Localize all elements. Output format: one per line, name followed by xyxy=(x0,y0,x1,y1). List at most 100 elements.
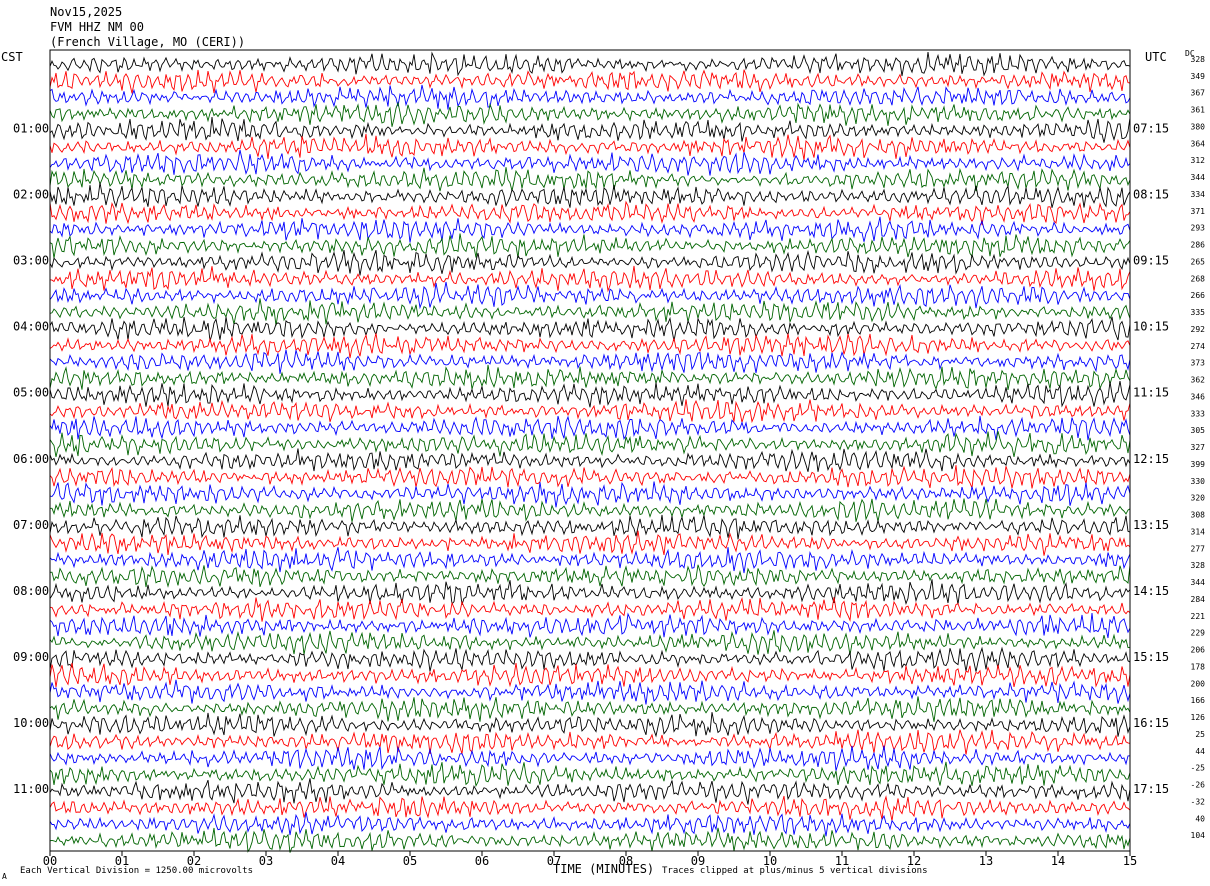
dc-offset-value: 178 xyxy=(1191,662,1206,671)
dc-offset-value: 333 xyxy=(1191,409,1206,418)
dc-offset-value: 328 xyxy=(1191,55,1206,64)
dc-offset-value: 344 xyxy=(1191,173,1206,182)
left-hour-label: 06:00 xyxy=(13,452,49,466)
dc-offset-value: 221 xyxy=(1191,612,1206,621)
seismic-trace xyxy=(49,729,1131,755)
seismic-trace xyxy=(49,233,1131,259)
seismic-trace xyxy=(49,712,1131,738)
seismic-trace xyxy=(49,778,1131,805)
seismic-trace xyxy=(49,761,1131,788)
seismic-trace xyxy=(49,381,1131,408)
left-hour-label: 10:00 xyxy=(13,716,49,730)
right-hour-label: 14:15 xyxy=(1133,584,1169,598)
left-timezone-label: CST xyxy=(1,50,23,64)
right-hour-label: 12:15 xyxy=(1133,452,1169,466)
dc-offset-value: 166 xyxy=(1191,696,1206,705)
dc-offset-value: 346 xyxy=(1191,392,1206,401)
seismic-trace xyxy=(49,514,1131,540)
seismic-trace xyxy=(49,216,1131,243)
dc-offset-value: -26 xyxy=(1191,781,1206,790)
dc-offset-value: 349 xyxy=(1191,72,1206,81)
dc-offset-value: 371 xyxy=(1191,207,1206,216)
dc-offset-value: 277 xyxy=(1191,544,1206,553)
x-tick-label: 04 xyxy=(331,854,345,868)
dc-offset-value: 200 xyxy=(1191,679,1206,688)
dc-offset-value: -32 xyxy=(1191,797,1206,806)
dc-offset-value: 380 xyxy=(1191,122,1206,131)
dc-offset-value: 229 xyxy=(1191,629,1206,638)
seismic-trace xyxy=(49,333,1131,359)
dc-offset-value: 40 xyxy=(1195,814,1205,823)
station-location: (French Village, MO (CERI)) xyxy=(50,35,246,49)
seismic-trace xyxy=(49,564,1131,588)
dc-offset-value: 308 xyxy=(1191,511,1206,520)
seismic-trace xyxy=(49,465,1131,489)
seismic-trace xyxy=(49,84,1131,110)
dc-offset-value: 328 xyxy=(1191,561,1206,570)
dc-offset-value: 126 xyxy=(1191,713,1206,722)
dc-offset-value: 367 xyxy=(1191,89,1206,98)
dc-offset-value: 373 xyxy=(1191,359,1206,368)
scale-note: Each Vertical Division = 1250.00 microvo… xyxy=(20,866,253,876)
seismic-trace xyxy=(49,679,1131,705)
seismic-trace xyxy=(49,133,1131,161)
right-hour-label: 16:15 xyxy=(1133,716,1169,730)
dc-offset-value: 314 xyxy=(1191,527,1206,536)
seismic-trace xyxy=(49,431,1131,457)
x-tick-label: 03 xyxy=(259,854,273,868)
seismic-trace xyxy=(49,182,1131,209)
seismic-trace xyxy=(49,448,1131,472)
seismic-trace xyxy=(49,597,1131,622)
left-hour-label: 05:00 xyxy=(13,386,49,400)
dc-offset-value: 327 xyxy=(1191,443,1206,452)
dc-offset-value: 305 xyxy=(1191,426,1206,435)
seismic-trace xyxy=(49,696,1131,722)
x-tick-label: 15 xyxy=(1123,854,1137,868)
seismic-trace xyxy=(49,415,1131,441)
seismic-trace xyxy=(49,547,1131,574)
seismic-trace xyxy=(49,51,1131,77)
dc-offset-value: 104 xyxy=(1191,831,1206,840)
helicorder-date: Nov15,2025 xyxy=(50,5,123,19)
dc-offset-value: 320 xyxy=(1191,494,1206,503)
seismic-trace xyxy=(49,316,1131,342)
x-tick-label: 00 xyxy=(43,854,57,868)
seismic-trace xyxy=(49,200,1131,226)
seismic-trace xyxy=(49,281,1131,310)
right-timezone-label: UTC xyxy=(1145,50,1167,64)
dc-offset-value: 286 xyxy=(1191,241,1206,250)
right-hour-label: 07:15 xyxy=(1133,121,1169,135)
seismic-trace xyxy=(49,349,1131,374)
x-tick-label: 14 xyxy=(1051,854,1065,868)
seismic-trace xyxy=(49,249,1131,276)
dc-offset-value: 292 xyxy=(1191,325,1206,334)
dc-offset-value: 364 xyxy=(1191,139,1206,148)
seismic-trace xyxy=(49,265,1131,293)
dc-offset-value: 361 xyxy=(1191,106,1206,115)
x-tick-label: 10 xyxy=(763,854,777,868)
dc-offset-value: 266 xyxy=(1191,291,1206,300)
seismic-trace xyxy=(49,827,1131,853)
seismic-trace xyxy=(49,167,1131,192)
seismic-trace xyxy=(49,530,1131,556)
seismic-trace xyxy=(49,399,1131,424)
left-hour-label: 03:00 xyxy=(13,254,49,268)
x-tick-label: 09 xyxy=(691,854,705,868)
seismic-trace xyxy=(49,612,1131,639)
dc-offset-value: 330 xyxy=(1191,477,1206,486)
left-hour-label: 07:00 xyxy=(13,518,49,532)
dc-offset-value: 334 xyxy=(1191,190,1206,199)
seismic-trace xyxy=(50,498,1131,522)
dc-offset-value: -25 xyxy=(1191,764,1206,773)
left-hour-label: 01:00 xyxy=(13,121,49,135)
seismic-trace xyxy=(49,745,1131,771)
seismic-trace xyxy=(49,298,1131,326)
corner-mark: A xyxy=(2,872,7,881)
dc-offset-value: 312 xyxy=(1191,156,1206,165)
x-tick-label: 11 xyxy=(835,854,849,868)
seismic-trace xyxy=(49,630,1130,656)
seismic-trace xyxy=(49,795,1131,821)
x-tick-label: 01 xyxy=(115,854,129,868)
dc-offset-value: 44 xyxy=(1195,747,1205,756)
x-tick-label: 12 xyxy=(907,854,921,868)
